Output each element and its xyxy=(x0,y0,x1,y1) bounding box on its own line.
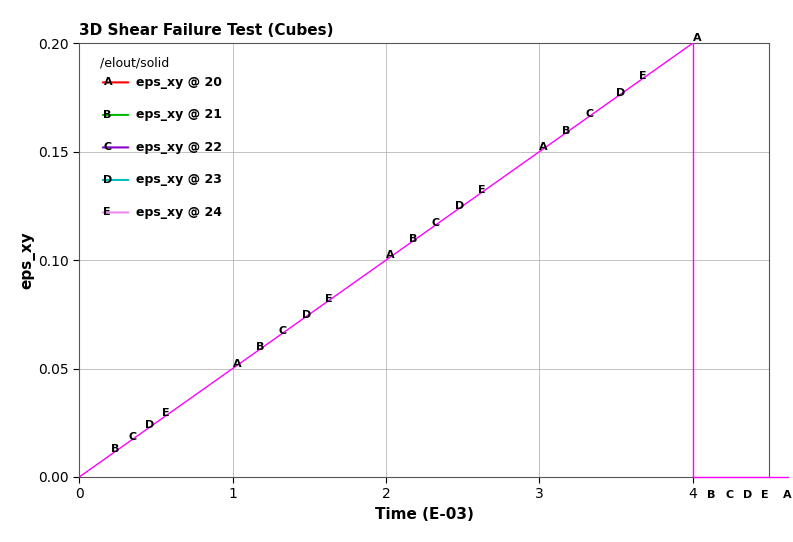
Text: B: B xyxy=(255,343,264,352)
Y-axis label: eps_xy: eps_xy xyxy=(21,231,36,289)
Text: A: A xyxy=(103,78,112,87)
Text: 3D Shear Failure Test (Cubes): 3D Shear Failure Test (Cubes) xyxy=(79,23,334,38)
Text: A: A xyxy=(232,359,241,369)
X-axis label: Time (E-03): Time (E-03) xyxy=(375,507,473,522)
Text: A: A xyxy=(386,250,395,260)
Text: C: C xyxy=(103,143,112,152)
Text: C: C xyxy=(128,433,136,442)
Text: B: B xyxy=(707,490,715,500)
Text: E: E xyxy=(103,208,111,217)
Text: eps_xy @ 23: eps_xy @ 23 xyxy=(136,173,222,186)
Text: /elout/solid: /elout/solid xyxy=(100,56,169,69)
Text: C: C xyxy=(726,490,734,500)
Text: D: D xyxy=(301,310,311,320)
Text: A: A xyxy=(539,142,548,152)
Text: B: B xyxy=(103,110,112,120)
Text: eps_xy @ 21: eps_xy @ 21 xyxy=(136,108,222,121)
Text: eps_xy @ 20: eps_xy @ 20 xyxy=(136,76,222,89)
Text: eps_xy @ 24: eps_xy @ 24 xyxy=(136,206,222,219)
Text: D: D xyxy=(455,202,464,211)
Text: A: A xyxy=(692,34,701,43)
Text: E: E xyxy=(760,490,768,500)
Text: E: E xyxy=(639,72,646,81)
Text: C: C xyxy=(585,109,593,119)
Text: B: B xyxy=(562,126,571,136)
Text: E: E xyxy=(324,294,332,304)
Text: C: C xyxy=(432,218,440,228)
Text: E: E xyxy=(162,409,170,418)
Text: E: E xyxy=(478,185,485,195)
Text: B: B xyxy=(409,234,417,244)
Text: A: A xyxy=(783,490,792,500)
Text: D: D xyxy=(145,421,155,430)
Text: D: D xyxy=(103,175,113,185)
Text: eps_xy @ 22: eps_xy @ 22 xyxy=(136,141,222,154)
Text: C: C xyxy=(278,326,287,336)
Text: B: B xyxy=(112,444,120,454)
Text: D: D xyxy=(616,88,625,98)
Text: D: D xyxy=(743,490,753,500)
